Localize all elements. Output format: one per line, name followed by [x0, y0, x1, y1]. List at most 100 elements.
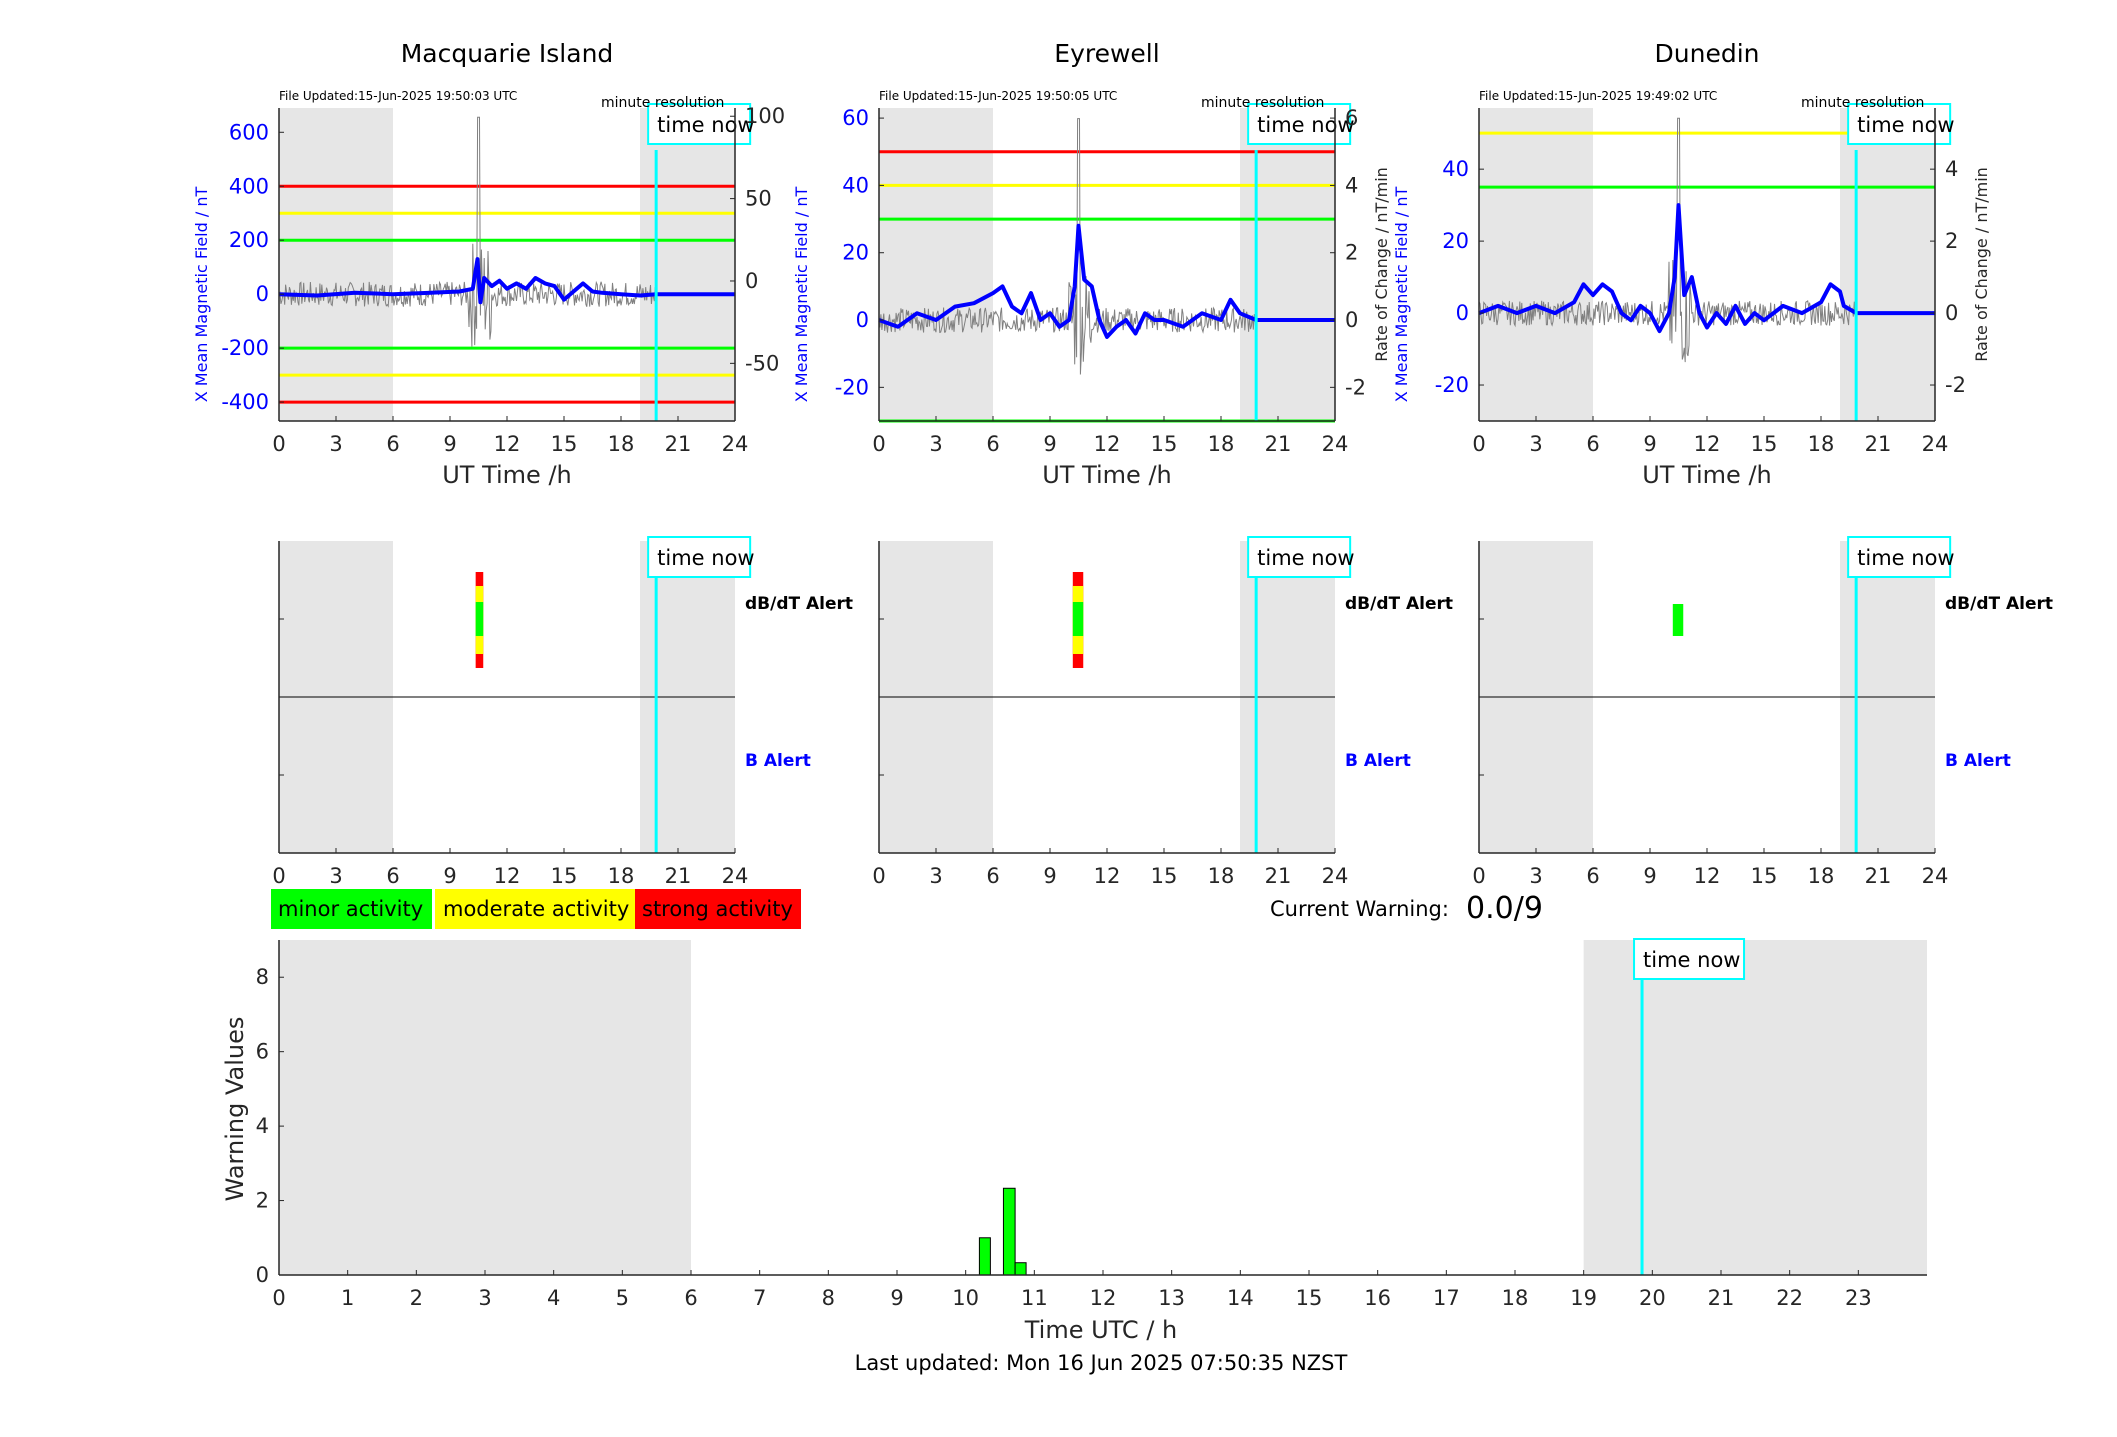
current-warning: Current Warning: 0.0/9 — [1270, 891, 1543, 926]
station-title: Dunedin — [1655, 39, 1760, 68]
x-tick-label: 0 — [872, 432, 885, 456]
x-tick-label: 3 — [1529, 864, 1542, 888]
station-title: Macquarie Island — [401, 39, 614, 68]
y-tick-label: -200 — [221, 336, 269, 360]
x-tick-label: 15 — [551, 864, 578, 888]
x-axis-label: UT Time /h — [442, 461, 572, 489]
x-tick-label: 15 — [1296, 1286, 1323, 1310]
x-tick-label: 15 — [1751, 864, 1778, 888]
y2-tick-label: 50 — [745, 187, 772, 211]
dbdt-alert-label: dB/dT Alert — [745, 594, 853, 614]
time-now-box — [1247, 103, 1352, 145]
legend-strong-label: strong activity — [642, 897, 793, 921]
last-updated: Last updated: Mon 16 Jun 2025 07:50:35 N… — [855, 1351, 1348, 1375]
alert-minor-bar — [1672, 604, 1684, 636]
x-tick-label: 18 — [1808, 864, 1835, 888]
x-tick-label: 3 — [478, 1286, 491, 1310]
y-tick-label: 40 — [842, 173, 869, 197]
x-tick-label: 19 — [1570, 1286, 1597, 1310]
night-shading — [279, 108, 393, 421]
alert-panel-0: time now 0 3 6 9 12 15 18 21 24 dB/dT Alert B Alert — [272, 536, 853, 888]
y2-tick-label: 100 — [745, 104, 785, 128]
warning-bar — [1014, 1262, 1027, 1276]
warning-x-axis-label: Time UTC / h — [1024, 1316, 1178, 1344]
x-tick-label: 24 — [1322, 432, 1349, 456]
time-now-box — [1847, 536, 1952, 578]
x-tick-label: 18 — [1808, 432, 1835, 456]
x-tick-label: 5 — [616, 1286, 629, 1310]
y-axis-label: X Mean Magnetic Field / nT — [192, 187, 211, 403]
x-tick-label: 0 — [272, 1286, 285, 1310]
x-tick-label: 12 — [1694, 432, 1721, 456]
x-tick-label: 24 — [722, 864, 749, 888]
y-tick-label: -400 — [221, 390, 269, 414]
station-chart-0: Macquarie Island time now File Updated:15-… — [192, 39, 785, 489]
x-tick-label: 24 — [1922, 432, 1949, 456]
x-tick-label: 12 — [1094, 432, 1121, 456]
x-tick-label: 14 — [1227, 1286, 1254, 1310]
x-tick-label: 20 — [1639, 1286, 1666, 1310]
y2-tick-label: 2 — [1345, 241, 1358, 265]
x-tick-label: 15 — [1151, 432, 1178, 456]
x-tick-label: 15 — [1751, 432, 1778, 456]
x-tick-label: 13 — [1158, 1286, 1185, 1310]
file-updated: File Updated:15-Jun-2025 19:50:03 UTC — [279, 89, 517, 103]
x-tick-label: 9 — [443, 864, 456, 888]
y2-tick-label: 0 — [745, 269, 758, 293]
activity-legend: minor activity moderate activity strong … — [271, 889, 801, 929]
legend-strong-swatch — [635, 889, 801, 929]
file-updated: File Updated:15-Jun-2025 19:50:05 UTC — [879, 89, 1117, 103]
x-tick-label: 18 — [608, 864, 635, 888]
time-now-label: time now — [1643, 948, 1740, 972]
x-tick-label: 17 — [1433, 1286, 1460, 1310]
x-tick-label: 21 — [1865, 432, 1892, 456]
x-tick-label: 0 — [272, 432, 285, 456]
night-shading — [1479, 108, 1593, 421]
x-tick-label: 24 — [1322, 864, 1349, 888]
x-tick-label: 11 — [1021, 1286, 1048, 1310]
station-chart-2: Dunedin time now File Updated:15-Jun-2025 … — [1392, 39, 1991, 489]
x-tick-label: 9 — [1043, 864, 1056, 888]
bottom-labels: Time UTC / h Last updated: Mon 16 Jun 20… — [221, 1017, 1348, 1375]
alert-minor-bar — [475, 602, 484, 636]
x-tick-label: 15 — [1151, 864, 1178, 888]
x-tick-label: 16 — [1364, 1286, 1391, 1310]
x-tick-label: 6 — [1586, 432, 1599, 456]
station-chart-1: Eyrewell time now File Updated:15-Jun-2025… — [792, 39, 1391, 489]
time-now-label: time now — [1857, 113, 1954, 137]
y2-tick-label: 6 — [1345, 106, 1358, 130]
y-tick-label: 0 — [256, 282, 269, 306]
file-updated: File Updated:15-Jun-2025 19:49:02 UTC — [1479, 89, 1717, 103]
x-tick-label: 6 — [386, 432, 399, 456]
x-tick-label: 6 — [986, 864, 999, 888]
b-alert-label: B Alert — [745, 751, 811, 771]
night-shading — [279, 940, 691, 1275]
y-tick-label: 40 — [1442, 157, 1469, 181]
x-tick-label: 21 — [665, 432, 692, 456]
chart-panels: Macquarie Island time now File Updated:15-… — [192, 39, 2053, 1310]
time-now-box — [1847, 103, 1952, 145]
legend-minor-swatch — [271, 889, 432, 929]
y-tick-label: 8 — [256, 965, 269, 989]
y-tick-label: 200 — [229, 228, 269, 252]
y-tick-label: 4 — [256, 1114, 269, 1138]
x-tick-label: 18 — [1208, 432, 1235, 456]
magnetic-field-trace — [878, 223, 1335, 339]
x-tick-label: 18 — [1208, 864, 1235, 888]
x-tick-label: 1 — [341, 1286, 354, 1310]
minute-resolution: minute resolution — [1201, 95, 1324, 111]
x-tick-label: 18 — [608, 432, 635, 456]
time-now-label: time now — [1857, 546, 1954, 570]
time-now-label: time now — [1257, 546, 1354, 570]
x-tick-label: 24 — [722, 432, 749, 456]
time-now-box — [1247, 536, 1352, 578]
x-tick-label: 9 — [1643, 864, 1656, 888]
y2-axis-label: Rate of Change / nT/min — [1972, 167, 1991, 362]
minute-resolution: minute resolution — [1801, 95, 1924, 111]
x-tick-label: 3 — [329, 864, 342, 888]
warning-y-axis-label: Warning Values — [221, 1017, 249, 1202]
x-tick-label: 0 — [1472, 432, 1485, 456]
legend-moderate-label: moderate activity — [443, 897, 629, 921]
